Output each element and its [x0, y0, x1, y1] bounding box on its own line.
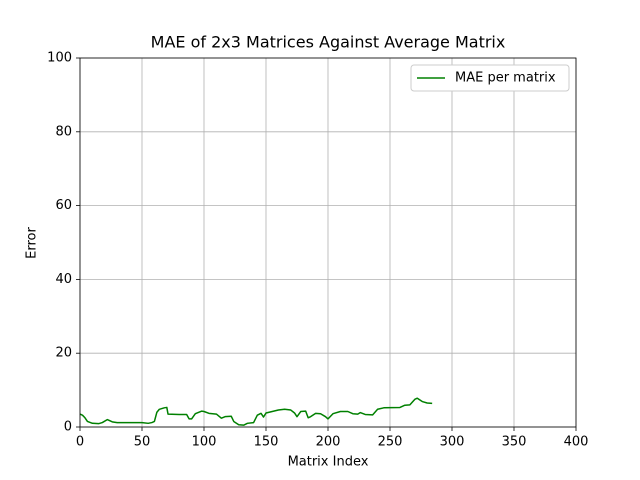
x-tick-label: 250 — [378, 435, 403, 450]
y-tick-label: 20 — [55, 346, 72, 361]
legend-label: MAE per matrix — [455, 71, 556, 86]
x-tick-label: 150 — [254, 435, 279, 450]
chart-title: MAE of 2x3 Matrices Against Average Matr… — [151, 33, 506, 52]
y-tick-label: 40 — [55, 272, 72, 287]
x-tick-label: 350 — [502, 435, 527, 450]
x-tick-label: 300 — [440, 435, 465, 450]
plot-frame — [79, 57, 577, 428]
x-tick-label: 400 — [564, 435, 589, 450]
x-tick-label: 200 — [316, 435, 341, 450]
y-tick-label: 0 — [64, 420, 72, 435]
y-tick-label: 60 — [55, 198, 72, 213]
legend-box — [410, 64, 570, 92]
x-tick-label: 0 — [76, 435, 84, 450]
legend: MAE per matrix — [410, 64, 570, 92]
y-axis-label: Error — [25, 227, 40, 259]
x-tick-label: 100 — [192, 435, 217, 450]
y-tick-label: 100 — [47, 51, 72, 66]
x-axis-label: Matrix Index — [288, 455, 369, 470]
data-line — [79, 397, 433, 426]
y-tick-label: 80 — [55, 124, 72, 139]
x-tick-label: 50 — [134, 435, 151, 450]
